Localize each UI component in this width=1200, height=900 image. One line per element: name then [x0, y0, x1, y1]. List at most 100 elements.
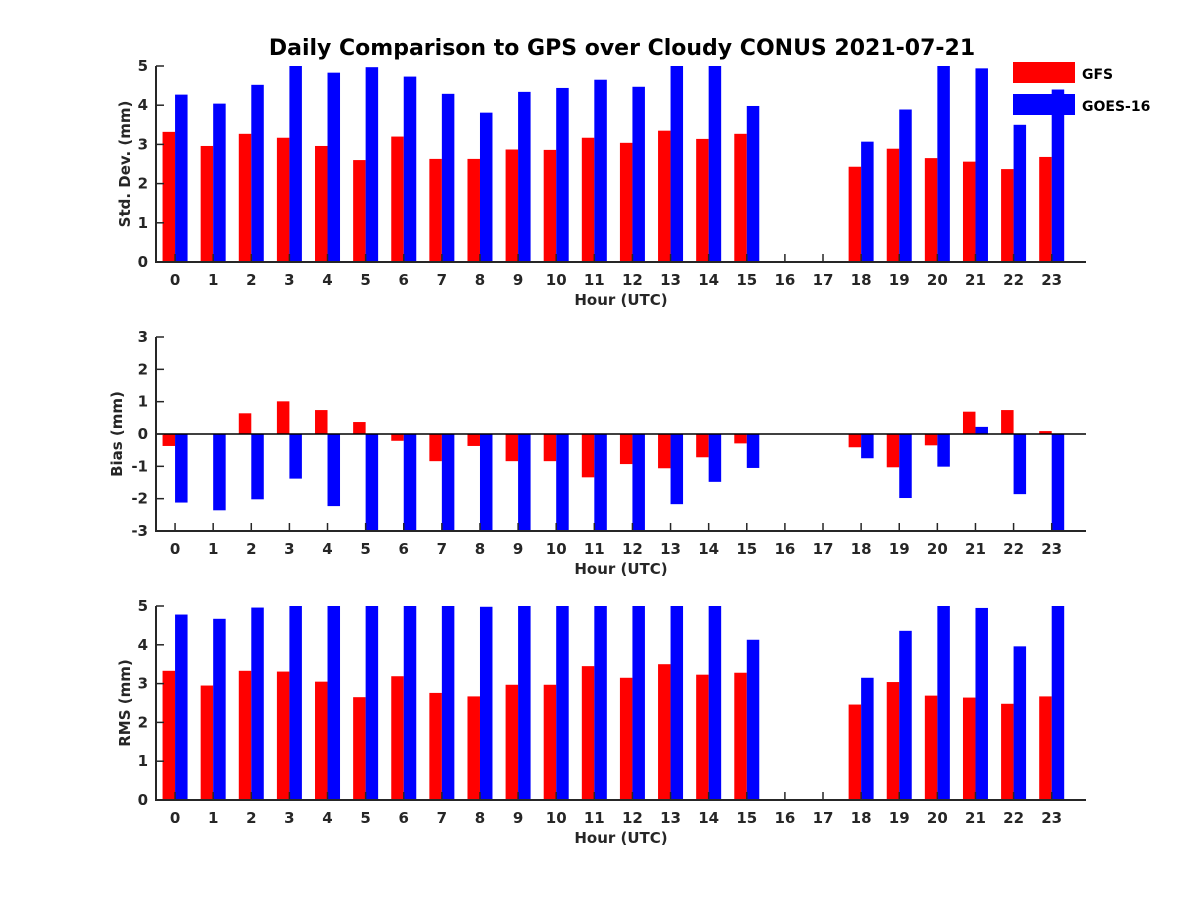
- bar-gfs-hour-19: [886, 434, 900, 468]
- bar-gfs-hour-21: [962, 161, 976, 262]
- x-tick-label: 20: [927, 271, 948, 289]
- x-tick-label: 7: [437, 809, 447, 827]
- y-tick-label: 2: [138, 713, 148, 731]
- bar-gfs-hour-14: [696, 434, 709, 458]
- x-tick-label: 10: [546, 540, 567, 558]
- x-tick-label: 9: [513, 540, 523, 558]
- bar-gfs-hour-8: [467, 696, 480, 800]
- bar-goes16-hour-0: [175, 434, 188, 503]
- bar-goes16-hour-7: [441, 93, 455, 262]
- x-tick-label: 0: [170, 809, 180, 827]
- bar-gfs-hour-22: [1001, 410, 1014, 434]
- bar-goes16-hour-2: [251, 84, 264, 262]
- bar-gfs-hour-6: [391, 676, 404, 800]
- bar-gfs-hour-10: [543, 434, 557, 462]
- y-tick-label: 3: [138, 675, 148, 693]
- bar-goes16-hour-5: [365, 434, 379, 531]
- x-tick-label: 4: [322, 540, 332, 558]
- bar-goes16-hour-19: [899, 630, 912, 800]
- bar-goes16-hour-11: [594, 606, 607, 800]
- bar-gfs-hour-13: [658, 434, 671, 469]
- x-tick-label: 11: [584, 809, 605, 827]
- bar-goes16-hour-9: [518, 606, 531, 800]
- x-tick-label: 6: [399, 809, 409, 827]
- bar-gfs-hour-3: [276, 671, 290, 800]
- bar-gfs-hour-10: [543, 684, 557, 800]
- bar-gfs-hour-23: [1039, 431, 1052, 434]
- x-tick-label: 9: [513, 809, 523, 827]
- bar-gfs-hour-23: [1039, 156, 1052, 262]
- x-tick-label: 21: [965, 540, 986, 558]
- y-tick-label: 0: [138, 253, 148, 271]
- bar-goes16-hour-1: [213, 618, 226, 800]
- bar-goes16-hour-10: [556, 606, 569, 800]
- bar-goes16-hour-3: [289, 66, 302, 262]
- bar-gfs-hour-20: [924, 695, 938, 800]
- bar-gfs-hour-15: [734, 672, 747, 800]
- bar-goes16-hour-6: [403, 434, 417, 531]
- bar-goes16-hour-18: [861, 677, 874, 800]
- x-tick-label: 15: [736, 809, 757, 827]
- bar-gfs-hour-19: [886, 148, 900, 262]
- y-tick-label: 1: [138, 214, 148, 232]
- x-tick-label: 17: [813, 271, 834, 289]
- bar-goes16-hour-13: [670, 66, 684, 262]
- x-tick-label: 4: [322, 809, 332, 827]
- bar-gfs-hour-9: [505, 149, 519, 262]
- bar-gfs-hour-5: [353, 697, 366, 800]
- bar-goes16-hour-20: [937, 606, 950, 800]
- x-tick-label: 8: [475, 809, 485, 827]
- x-tick-label: 10: [546, 271, 567, 289]
- bar-gfs-hour-14: [696, 674, 709, 800]
- x-tick-label: 19: [889, 809, 910, 827]
- x-tick-label: 18: [851, 809, 872, 827]
- x-tick-label: 14: [698, 809, 719, 827]
- bar-goes16-hour-18: [861, 434, 874, 459]
- x-tick-label: 6: [399, 540, 409, 558]
- bar-gfs-hour-8: [467, 158, 480, 262]
- y-tick-label: 0: [138, 425, 148, 443]
- bar-goes16-hour-14: [708, 66, 722, 262]
- bar-goes16-hour-4: [327, 434, 341, 507]
- x-tick-label: 1: [208, 271, 218, 289]
- x-tick-label: 5: [360, 540, 370, 558]
- x-tick-label: 6: [399, 271, 409, 289]
- bar-gfs-hour-2: [238, 413, 252, 434]
- y-tick-label: 2: [138, 175, 148, 193]
- x-tick-label: 22: [1003, 540, 1024, 558]
- y-tick-label: 1: [138, 752, 148, 770]
- x-tick-label: 16: [774, 271, 795, 289]
- x-tick-label: 8: [475, 540, 485, 558]
- y-axis-label: Bias (mm): [108, 391, 126, 477]
- bar-gfs-hour-11: [581, 434, 595, 478]
- x-tick-label: 14: [698, 271, 719, 289]
- x-tick-label: 13: [660, 809, 681, 827]
- x-tick-label: 12: [622, 809, 643, 827]
- bar-gfs-hour-12: [619, 142, 633, 262]
- x-tick-label: 2: [246, 271, 256, 289]
- bar-gfs-hour-15: [734, 133, 747, 262]
- bar-goes16-hour-20: [937, 434, 950, 467]
- x-tick-label: 9: [513, 271, 523, 289]
- x-tick-label: 20: [927, 540, 948, 558]
- x-tick-label: 21: [965, 271, 986, 289]
- bar-goes16-hour-1: [213, 434, 226, 511]
- bar-goes16-hour-5: [365, 67, 379, 263]
- y-tick-label: 0: [138, 791, 148, 809]
- bar-goes16-hour-15: [746, 639, 760, 800]
- x-tick-label: 1: [208, 809, 218, 827]
- y-tick-label: 3: [138, 328, 148, 346]
- y-tick-label: 4: [138, 636, 148, 654]
- bar-goes16-hour-6: [403, 76, 417, 262]
- x-tick-label: 23: [1041, 540, 1062, 558]
- bar-goes16-hour-5: [365, 606, 379, 800]
- bar-goes16-hour-15: [746, 434, 760, 468]
- x-tick-label: 2: [246, 809, 256, 827]
- x-tick-label: 15: [736, 271, 757, 289]
- bar-goes16-hour-12: [632, 434, 645, 531]
- bar-goes16-hour-3: [289, 434, 302, 479]
- bar-goes16-hour-21: [975, 426, 988, 434]
- bar-gfs-hour-12: [619, 677, 633, 800]
